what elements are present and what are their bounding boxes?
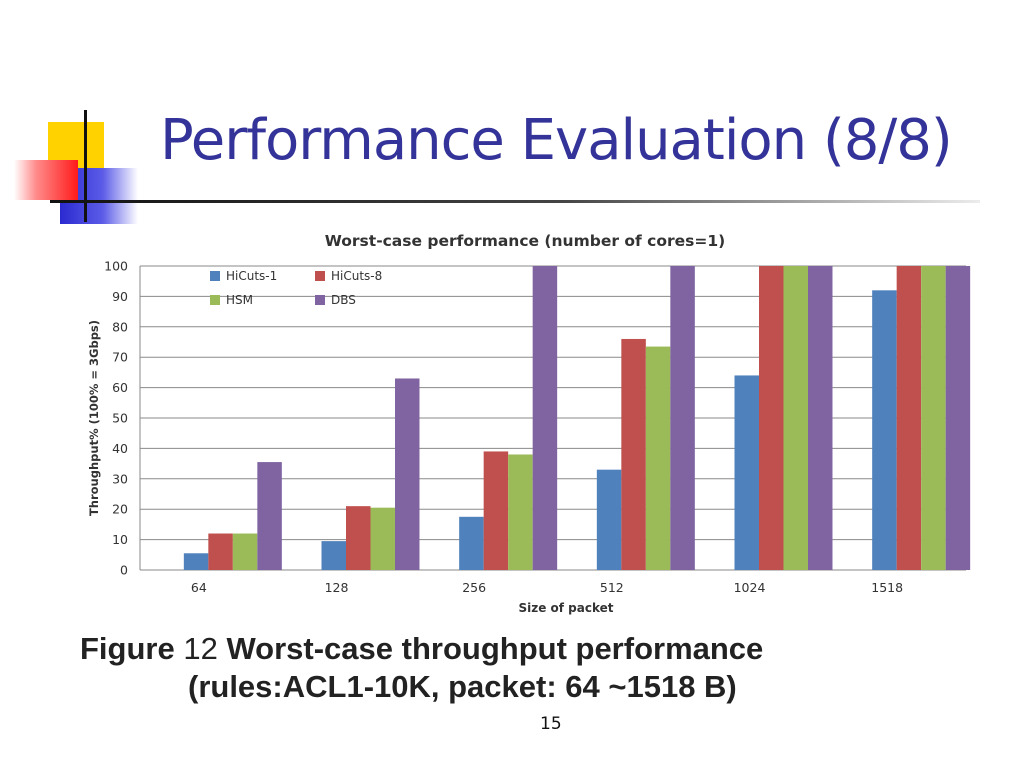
legend-label-DBS: DBS [331, 293, 356, 307]
x-tick-label-512: 512 [600, 580, 624, 595]
bar-DBS-256 [532, 266, 558, 570]
y-tick-label-60: 60 [112, 380, 128, 395]
x-axis-ticks: 64 128 256 512 1024 1518 [191, 580, 903, 595]
bar-HSM-512 [645, 346, 671, 570]
x-tick-label-128: 128 [325, 580, 349, 595]
chart-legend: HiCuts-1 HiCuts-8 HSM DBS [210, 269, 382, 307]
legend-swatch-DBS [315, 295, 325, 305]
caption-prefix: Figure [80, 631, 175, 666]
chart-title: Worst-case performance (number of cores=… [325, 232, 726, 250]
caption-line-1: Worst-case throughput performance [226, 631, 764, 666]
bar-HiCuts-1-64 [183, 553, 209, 570]
x-tick-label-64: 64 [191, 580, 207, 595]
x-tick-label-1518: 1518 [871, 580, 903, 595]
y-tick-label-90: 90 [112, 289, 128, 304]
throughput-bar-chart: Worst-case performance (number of cores=… [87, 232, 971, 615]
bar-HSM-128 [370, 507, 395, 570]
y-tick-label-80: 80 [112, 319, 128, 334]
bar-DBS-1024 [808, 266, 833, 570]
legend-label-HiCuts-8: HiCuts-8 [331, 269, 382, 283]
legend-swatch-HiCuts-1 [210, 271, 220, 281]
bar-HiCuts-8-128 [346, 506, 371, 570]
legend-label-HiCuts-1: HiCuts-1 [226, 269, 277, 283]
chart-bars [183, 266, 971, 570]
page-number: 15 [540, 714, 562, 734]
legend-label-HSM: HSM [226, 293, 253, 307]
y-tick-label-100: 100 [104, 259, 128, 274]
bar-HSM-256 [508, 454, 533, 570]
slide-title: Performance Evaluation (8/8) [160, 108, 953, 173]
bar-HiCuts-1-128 [321, 541, 346, 570]
bar-HiCuts-8-512 [621, 338, 646, 570]
bar-HSM-1024 [783, 266, 808, 570]
decor-horizontal-line [50, 200, 980, 203]
x-axis-label: Size of packet [518, 601, 613, 615]
x-tick-label-1024: 1024 [734, 580, 766, 595]
bar-HSM-64 [232, 533, 258, 570]
decor-red-square [14, 160, 78, 200]
bar-HiCuts-1-1024 [734, 375, 759, 570]
legend-swatch-HiCuts-8 [315, 271, 325, 281]
bar-DBS-1518 [945, 266, 971, 570]
bar-HiCuts-8-64 [208, 533, 233, 570]
y-tick-label-40: 40 [112, 441, 128, 456]
bar-HiCuts-1-512 [596, 469, 622, 570]
y-tick-label-20: 20 [112, 502, 128, 517]
figure-caption: Figure 12 Worst-case throughput performa… [80, 630, 960, 706]
y-tick-label-30: 30 [112, 471, 128, 486]
x-tick-label-256: 256 [462, 580, 486, 595]
bar-HiCuts-1-256 [459, 516, 484, 570]
caption-figure-number: 12 [183, 631, 218, 666]
bar-HiCuts-8-1518 [896, 266, 922, 570]
y-axis-label: Throughput% (100% = 3Gbps) [87, 320, 101, 516]
y-tick-label-50: 50 [112, 411, 128, 426]
bar-DBS-512 [670, 266, 695, 570]
legend-swatch-HSM [210, 295, 220, 305]
bar-DBS-128 [395, 378, 420, 570]
bar-HiCuts-1-1518 [872, 290, 897, 570]
y-tick-label-70: 70 [112, 350, 128, 365]
bar-HiCuts-8-1024 [759, 266, 784, 570]
decor-vertical-line [84, 110, 87, 222]
y-tick-label-10: 10 [112, 532, 128, 547]
bar-DBS-64 [257, 462, 282, 570]
caption-line-2: (rules:ACL1-10K, packet: 64 ~1518 B) [188, 669, 737, 704]
y-tick-label-0: 0 [120, 563, 128, 578]
bar-HiCuts-8-256 [483, 451, 509, 570]
bar-HSM-1518 [921, 266, 946, 570]
